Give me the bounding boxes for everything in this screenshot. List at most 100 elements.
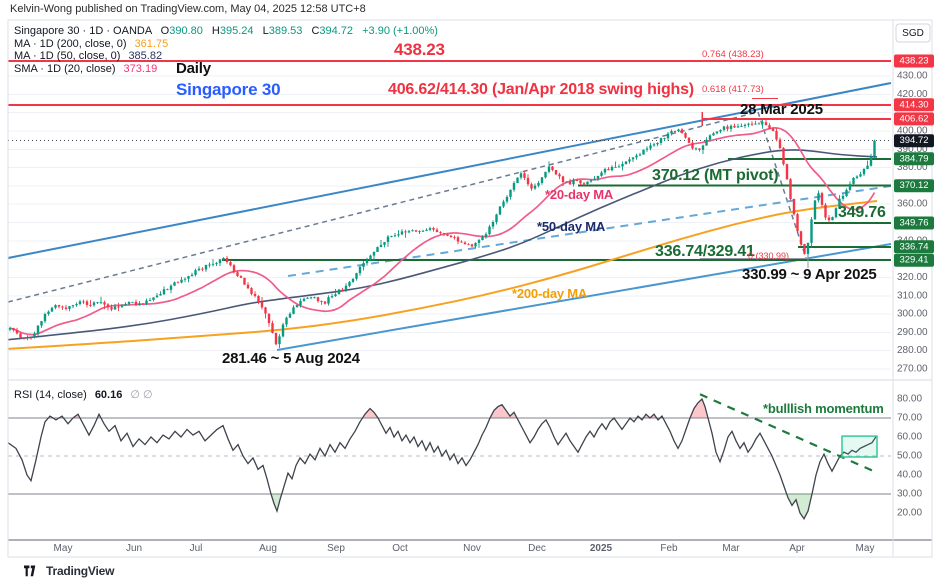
close-label: C xyxy=(311,25,320,37)
price-badge xyxy=(894,216,934,230)
time-tick-label: Sep xyxy=(327,543,345,554)
upper-channel xyxy=(7,82,892,259)
open-label: O xyxy=(160,25,170,37)
time-tick-label: Oct xyxy=(392,543,408,554)
ma50-annotation: *50-day MA xyxy=(537,219,606,234)
fib-0618-annotation: 0.618 (417.73) xyxy=(702,84,764,95)
price-badge xyxy=(894,98,934,112)
aug-low-support xyxy=(276,243,892,351)
time-scale[interactable]: May Jun Jul Aug Sep Oct Nov Dec 2025 Feb Mar Apr May xyxy=(54,543,875,554)
symbol-annotation: Singapore 30 xyxy=(176,80,281,99)
rsi-highlight-box xyxy=(841,435,878,458)
time-tick-label: Jun xyxy=(126,543,142,554)
currency-box xyxy=(895,23,931,43)
peak-date-annotation: 28 Mar 2025 xyxy=(740,101,823,118)
currency-label: SGD xyxy=(902,28,924,39)
ma200-annotation: *200-day MA xyxy=(512,286,588,301)
rsi-title: RSI (14, close) xyxy=(14,389,87,401)
tradingview-brand: TradingView xyxy=(46,564,115,578)
price-tick-label: 270.00 xyxy=(897,363,928,374)
price-tick-label: 430.00 xyxy=(897,71,928,82)
ma200-value: 361.75 xyxy=(134,37,169,50)
symbol-title: Singapore 30 · 1D · OANDA xyxy=(14,25,152,37)
candlesticks xyxy=(8,118,876,348)
time-tick-label: Nov xyxy=(463,543,481,554)
resistance-438-annotation: 438.23 xyxy=(394,40,445,59)
pane-borders xyxy=(7,19,933,558)
ma20-annotation: *20-day MA xyxy=(545,187,614,202)
legend-row-ma50[interactable]: MA · 1D (50, close, 0) 385.82 xyxy=(14,50,438,63)
daily-annotation: Daily xyxy=(176,60,211,77)
fib-0764-annotation: 0.764 (438.23) xyxy=(702,49,764,60)
legend-row-symbol[interactable]: Singapore 30 · 1D · OANDA O390.80 H395.2… xyxy=(14,25,438,38)
price-badge-label: 336.74 xyxy=(899,241,928,252)
tradingview-footer[interactable]: TradingView xyxy=(24,564,114,578)
low-label: L xyxy=(262,25,269,37)
tradingview-logo-icon xyxy=(24,565,36,576)
swing-highs-annotation: 406.62/414.30 (Jan/Apr 2018 swing highs) xyxy=(388,81,694,98)
price-badge-label: 384.79 xyxy=(899,153,928,164)
price-badge-label: 406.62 xyxy=(899,113,928,124)
price-tick-label: 360.00 xyxy=(897,199,928,210)
price-tick-label: 380.00 xyxy=(897,162,928,173)
low-value: 389.53 xyxy=(268,25,303,37)
price-badge-label: 414.30 xyxy=(899,99,928,110)
price-scale[interactable]: 430.00420.00400.00390.00380.00360.00340.… xyxy=(894,23,934,519)
price-tick-label: 290.00 xyxy=(897,327,928,338)
time-tick-label: Dec xyxy=(528,543,546,554)
ma50-value: 385.82 xyxy=(128,50,163,62)
rsi-tick-label: 30.00 xyxy=(897,489,922,500)
price-badge-label: 370.12 xyxy=(899,180,928,191)
price-tick-label: 300.00 xyxy=(897,309,928,320)
price-tick-label: 310.00 xyxy=(897,290,928,301)
level-34976-annotation: 349.76 xyxy=(838,204,886,221)
apr-low-annotation: 330.99 ~ 9 Apr 2025 xyxy=(742,266,877,283)
price-badge xyxy=(894,179,934,193)
rsi-tick-label: 20.00 xyxy=(897,508,922,519)
legend-row-ma200[interactable]: MA · 1D (200, close, 0) 361.75 xyxy=(14,38,438,51)
rsi-extra-values: ∅ ∅ xyxy=(130,389,153,401)
mt-pivot-annotation: 370.12 (MT pivot) xyxy=(652,167,779,184)
rsi-tick-label: 50.00 xyxy=(897,451,922,462)
price-tick-label: 320.00 xyxy=(897,272,928,283)
rsi-pane xyxy=(7,393,891,520)
price-badge xyxy=(894,240,934,254)
legend-row-sma20[interactable]: SMA · 1D (20, close) 373.19 xyxy=(14,63,438,76)
time-tick-label: May xyxy=(54,543,73,554)
open-value: 390.80 xyxy=(169,25,203,37)
symbol-legend: Singapore 30 · 1D · OANDA O390.80 H395.2… xyxy=(14,25,438,75)
rsi-tick-label: 70.00 xyxy=(897,413,922,424)
levels-336-329-annotation: 336.74/329.41 xyxy=(655,243,755,260)
rsi-legend[interactable]: RSI (14, close) 60.16 ∅ ∅ xyxy=(14,388,153,401)
close-value: 394.72 xyxy=(319,25,354,37)
key-level-lines xyxy=(8,60,891,268)
sma20-value: 373.19 xyxy=(123,62,158,75)
rsi-tick-label: 60.00 xyxy=(897,432,922,443)
fib-zero-annotation: 0 (330.99) xyxy=(748,251,790,261)
momentum-annotation: *bulllish momentum xyxy=(763,401,884,416)
sma20-title: SMA · 1D (20, close) xyxy=(14,62,116,75)
time-tick-label: May xyxy=(856,543,875,554)
publisher-line: Kelvin-Wong published on TradingView.com… xyxy=(10,3,366,15)
price-gridlines xyxy=(8,75,891,370)
price-badge xyxy=(894,54,934,68)
rsi-tick-label: 80.00 xyxy=(897,394,922,405)
time-tick-label: Jul xyxy=(190,543,203,554)
price-badge xyxy=(894,253,934,267)
ma200-line xyxy=(7,200,878,350)
rsi-value: 60.16 xyxy=(94,389,123,401)
price-tick-label: 420.00 xyxy=(897,89,928,100)
rsi-line xyxy=(7,397,877,520)
price-badge-label: 329.41 xyxy=(899,255,928,266)
price-badge xyxy=(894,112,934,126)
price-tick-label: 280.00 xyxy=(897,345,928,356)
high-label: H xyxy=(211,25,220,37)
aug-low-annotation: 281.46 ~ 5 Aug 2024 xyxy=(222,350,360,367)
ma50-line xyxy=(7,149,878,341)
ma200-title: MA · 1D (200, close, 0) xyxy=(14,37,127,50)
time-tick-label: 2025 xyxy=(590,543,613,554)
time-tick-label: Mar xyxy=(722,543,740,554)
ma20-line xyxy=(9,127,876,336)
